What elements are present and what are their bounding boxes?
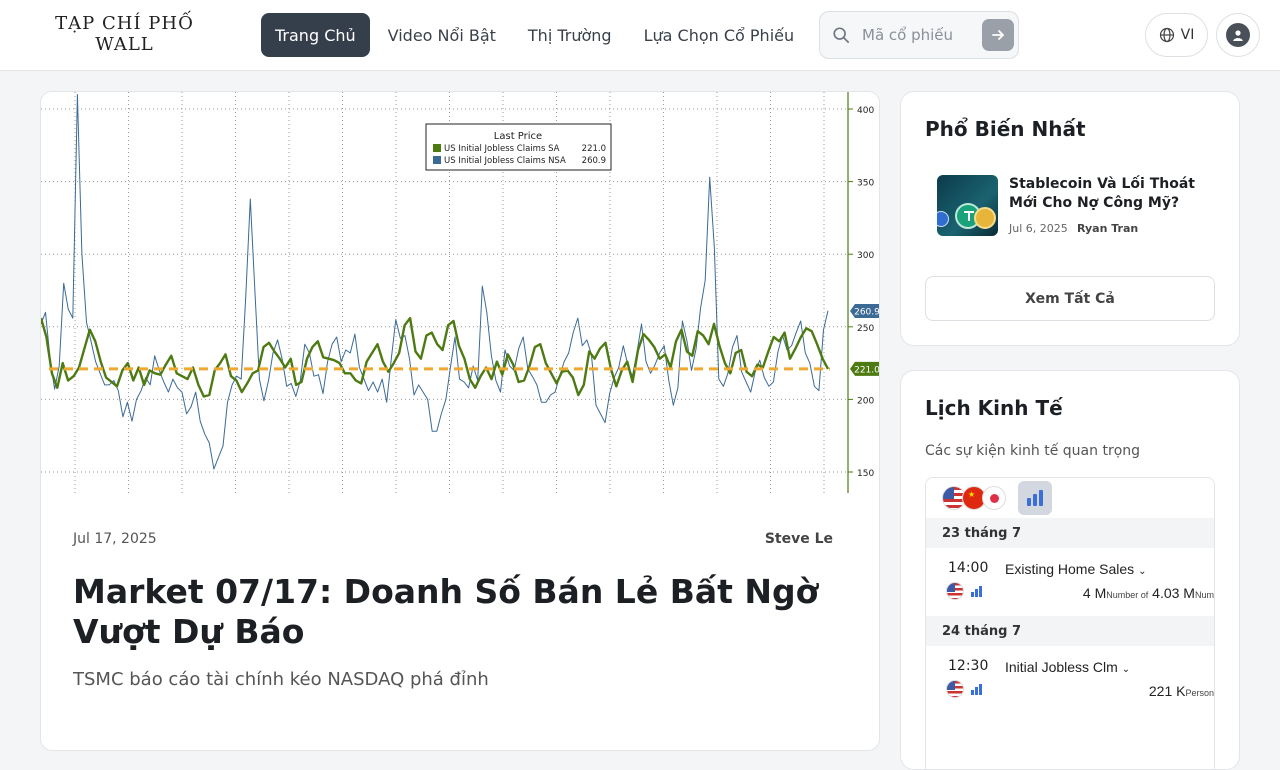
country-filter: ★ (926, 478, 1214, 518)
popular-section: Phổ Biến Nhất Stablecoin Và Lối Thoát Mớ… (900, 91, 1240, 346)
value-badge-text: 260.9 (854, 307, 880, 317)
language-code: VI (1180, 27, 1195, 43)
legend-value-sa: 221.0 (582, 144, 606, 154)
globe-icon (1159, 27, 1174, 43)
popular-article-date: Jul 6, 2025 (1009, 222, 1068, 235)
axis-value-label: 260.9 (850, 303, 880, 318)
article-subtitle: TSMC báo cáo tài chính kéo NASDAQ phá đỉ… (73, 669, 489, 690)
importance-icon (971, 586, 982, 597)
popular-article-item[interactable]: Stablecoin Và Lối Thoát Mới Cho Nợ Công … (937, 175, 1217, 237)
nav-item-market[interactable]: Thị Trường (527, 25, 612, 45)
event-time: 14:00 (948, 560, 989, 576)
event-name[interactable]: Existing Home Sales ⌄ (1005, 561, 1147, 577)
user-icon (1226, 23, 1250, 47)
chevron-down-icon[interactable]: ⌄ (1138, 566, 1147, 577)
y-tick-label: 350 (857, 179, 874, 189)
japan-flag-icon[interactable] (982, 486, 1006, 510)
article-thumbnail (937, 175, 998, 236)
event-values: 4 MNumber of 4.03 MNum (1082, 585, 1214, 601)
value-badge (850, 303, 879, 318)
importance-filter-button[interactable] (1018, 481, 1052, 515)
popular-title: Phổ Biến Nhất (925, 117, 1086, 141)
chevron-down-icon[interactable]: ⌄ (1121, 664, 1131, 675)
arrow-right-icon (992, 30, 1004, 40)
article-date: Jul 17, 2025 (73, 531, 157, 547)
calendar-event[interactable]: 14:00 Existing Home Sales ⌄ 4 MNumber of… (926, 548, 1214, 616)
bar-chart-icon (1027, 498, 1031, 506)
calendar-date-header: 24 tháng 7 (926, 616, 1214, 646)
series-line-nsa (41, 94, 829, 470)
article-author[interactable]: Steve Le (764, 531, 833, 547)
calendar-widget: ★ 23 tháng 7 14:00 Existing Home Sales ⌄… (925, 477, 1215, 769)
legend-label-sa: US Initial Jobless Claims SA (444, 144, 560, 154)
nav-item-stock-picks[interactable]: Lựa Chọn Cổ Phiếu (643, 25, 795, 45)
event-time: 12:30 (948, 658, 989, 674)
y-tick-label: 250 (857, 324, 874, 334)
jobless-claims-chart: 150 200 250 300 350 400 260.9 221.0 Last Price … (41, 92, 880, 493)
event-values: 221 KPerson (1148, 683, 1214, 699)
axis-value-label: 221.0 (850, 361, 880, 376)
y-tick-label: 300 (857, 251, 874, 261)
y-tick-label: 400 (857, 106, 874, 116)
series-line-sa (41, 316, 830, 398)
nav-item-featured-videos[interactable]: Video Nổi Bật (387, 25, 496, 45)
article-title[interactable]: Market 07/17: Doanh Số Bán Lẻ Bất Ngờ Vư… (73, 572, 819, 651)
legend-value-nsa: 260.9 (582, 156, 606, 166)
economic-calendar-section: Lịch Kinh Tế Các sự kiện kinh tế quan tr… (900, 370, 1240, 770)
site-logo[interactable]: TẠP CHÍ PHỐ WALL (55, 13, 194, 55)
event-name[interactable]: Initial Jobless Clm ⌄ (1005, 659, 1131, 675)
legend-label-nsa: US Initial Jobless Claims NSA (444, 156, 566, 166)
search-input[interactable] (862, 26, 972, 44)
y-tick-label: 200 (857, 396, 874, 406)
us-flag-icon (946, 582, 964, 600)
main-nav: Trang Chủ Video Nổi Bật Thị Trường Lựa C… (261, 13, 812, 57)
see-all-button[interactable]: Xem Tất Cả (925, 276, 1215, 321)
importance-icon (971, 684, 982, 695)
popular-article-author: Ryan Tran (1077, 222, 1139, 235)
calendar-title: Lịch Kinh Tế (925, 396, 1063, 420)
user-account-button[interactable] (1216, 13, 1260, 57)
calendar-subtitle: Các sự kiện kinh tế quan trọng (925, 443, 1141, 459)
article-image-chart: 150 200 250 300 350 400 260.9 221.0 Last Price … (41, 92, 880, 493)
calendar-date-header: 23 tháng 7 (926, 518, 1214, 548)
calendar-event[interactable]: 12:30 Initial Jobless Clm ⌄ 221 KPerson (926, 646, 1214, 714)
us-flag-icon (946, 680, 964, 698)
nav-item-home[interactable]: Trang Chủ (261, 13, 370, 57)
legend-swatch-nsa (433, 156, 441, 164)
featured-article-card[interactable]: 150 200 250 300 350 400 260.9 221.0 Last Price … (40, 91, 880, 751)
article-meta: Jul 17, 2025 Steve Le (73, 531, 833, 547)
value-badge-text: 221.0 (854, 365, 880, 375)
value-badge (850, 361, 879, 376)
legend-title: Last Price (494, 131, 542, 142)
search-icon (833, 27, 850, 44)
y-tick-label: 150 (857, 469, 874, 479)
legend-swatch-sa (433, 144, 441, 152)
language-selector[interactable]: VI (1145, 13, 1208, 57)
search-submit-button[interactable] (982, 19, 1014, 51)
chart-legend: Last Price US Initial Jobless Claims SA … (425, 123, 612, 171)
search-box (819, 11, 1019, 59)
popular-article-title[interactable]: Stablecoin Và Lối Thoát Mới Cho Nợ Công … (1009, 176, 1195, 211)
top-navigation-bar: TẠP CHÍ PHỐ WALL Trang Chủ Video Nổi Bật… (0, 0, 1280, 71)
